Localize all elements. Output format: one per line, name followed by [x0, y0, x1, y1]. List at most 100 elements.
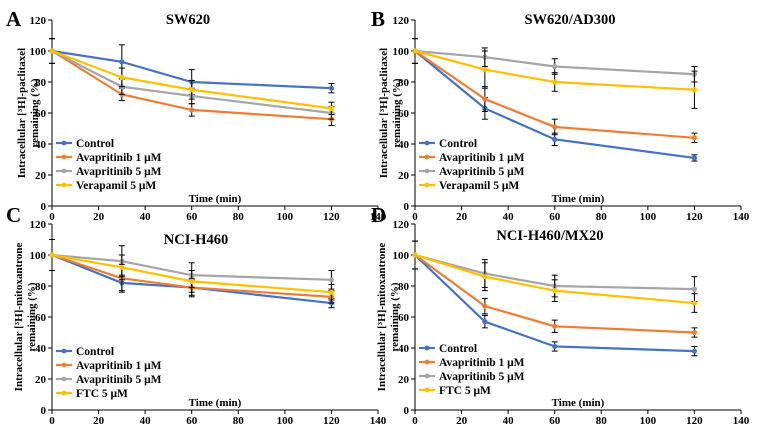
x-tick-label: 120 — [323, 211, 340, 223]
legend-marker — [424, 154, 430, 160]
legend-label: Avapritinib 1 μM — [76, 152, 162, 164]
data-point — [189, 87, 195, 93]
data-point — [482, 96, 488, 102]
data-point — [691, 300, 698, 306]
y-tick-label: 120 — [30, 219, 47, 231]
y-axis-label-line: Intracellular [³H]-paclitaxel — [378, 48, 390, 179]
data-point — [412, 48, 418, 54]
legend-marker — [424, 345, 430, 351]
legend-marker — [424, 373, 430, 379]
series-line — [51, 49, 332, 110]
legend-marker — [424, 140, 430, 146]
y-tick-label: 120 — [393, 219, 410, 231]
legend-label: Avapritinib 1 μM — [439, 357, 525, 369]
x-tick-label: 120 — [686, 211, 703, 223]
y-tick-label: 0 — [404, 405, 410, 417]
y-tick-label: 20 — [35, 170, 47, 182]
legend: Control Avapritinib 1 μM Avapritinib 5 μM F… — [419, 343, 525, 397]
data-point — [552, 136, 558, 142]
legend-marker — [61, 168, 67, 174]
y-tick-label: 40 — [35, 343, 47, 355]
series-line — [414, 254, 695, 353]
data-point — [552, 63, 558, 70]
legend-marker — [61, 376, 67, 382]
series-line — [414, 50, 695, 139]
x-tick-label: 0 — [49, 211, 55, 223]
y-tick-label: 100 — [30, 250, 47, 262]
y-tick-label: 40 — [398, 139, 410, 151]
legend-marker — [424, 359, 430, 365]
x-tick-label: 100 — [277, 415, 294, 427]
legend-marker — [61, 140, 67, 146]
x-tick-label: 40 — [140, 211, 152, 223]
series-line — [414, 253, 695, 291]
y-axis-label-line: remaining (%) — [26, 282, 38, 351]
legend-marker — [424, 182, 430, 188]
y-tick-label: 100 — [393, 46, 410, 58]
series-line — [51, 253, 332, 294]
data-point — [328, 289, 335, 295]
y-tick-label: 80 — [35, 77, 47, 89]
x-tick-label: 40 — [503, 211, 515, 223]
y-tick-label: 60 — [398, 312, 410, 324]
panel-letter: D — [371, 203, 386, 227]
series-4 — [49, 239, 335, 301]
x-tick-label: 80 — [233, 211, 245, 223]
legend-label: Avapritinib 1 μM — [439, 152, 525, 164]
series-line — [414, 254, 695, 334]
y-tick-label: 120 — [30, 15, 47, 27]
x-axis-label: Time (min) — [552, 397, 605, 409]
y-tick-label: 60 — [398, 108, 410, 120]
legend-label: Avapritinib 5 μM — [76, 166, 162, 178]
x-axis-label: Time (min) — [552, 193, 605, 205]
data-point — [49, 48, 55, 54]
y-tick-label: 0 — [41, 405, 47, 417]
x-tick-label: 60 — [186, 211, 198, 223]
y-tick-label: 0 — [404, 201, 410, 213]
y-axis-label-line: remaining (%) — [391, 78, 403, 147]
legend: Control Avapritinib 1 μM Avapritinib 5 μM V… — [56, 138, 162, 192]
series-line — [51, 253, 332, 305]
data-point — [119, 59, 125, 65]
x-tick-label: 60 — [549, 211, 561, 223]
y-axis-label: Intracellular [³H]-mitoxantroneremaining… — [376, 243, 401, 392]
y-axis-label-line: Intracellular [³H]-mitoxantrone — [13, 243, 25, 392]
data-point — [189, 278, 195, 284]
data-point — [691, 286, 698, 292]
series-line — [51, 253, 332, 298]
x-tick-label: 40 — [140, 415, 152, 427]
y-axis-label: Intracellular [³H]-paclitaxelremaining (… — [378, 48, 403, 179]
legend-label: Avapritinib 5 μM — [439, 371, 525, 383]
y-tick-label: 80 — [35, 281, 47, 293]
legend-label: FTC 5 μM — [76, 388, 128, 400]
series-line — [51, 253, 332, 281]
series-line — [51, 50, 332, 115]
data-point — [119, 264, 125, 270]
y-tick-label: 20 — [35, 374, 47, 386]
panel-a: A SW620 0 20 40 60 80 100 120 0 20 40 60 80 100 120 140 T… — [6, 7, 387, 223]
legend-marker — [424, 387, 430, 393]
data-point — [49, 252, 55, 258]
series-4 — [49, 38, 335, 116]
data-point — [691, 87, 698, 93]
y-axis-label: Intracellular [³H]-mitoxantroneremaining… — [13, 243, 38, 392]
panel-title: SW620 — [166, 12, 210, 28]
x-tick-label: 140 — [370, 211, 387, 223]
x-tick-label: 100 — [640, 415, 657, 427]
legend-marker — [61, 390, 67, 396]
x-tick-label: 20 — [93, 415, 105, 427]
y-tick-label: 60 — [35, 312, 47, 324]
x-tick-label: 20 — [456, 415, 468, 427]
series-4 — [412, 38, 698, 109]
panel-title: NCI-H460/MX20 — [496, 228, 603, 244]
data-point — [552, 79, 558, 85]
legend-label: Control — [76, 346, 114, 358]
y-tick-label: 100 — [393, 250, 410, 262]
data-point — [552, 323, 558, 329]
data-point — [552, 124, 558, 130]
x-axis-label: Time (min) — [189, 193, 242, 205]
panel-title: SW620/AD300 — [524, 12, 615, 28]
legend-marker — [61, 362, 67, 368]
